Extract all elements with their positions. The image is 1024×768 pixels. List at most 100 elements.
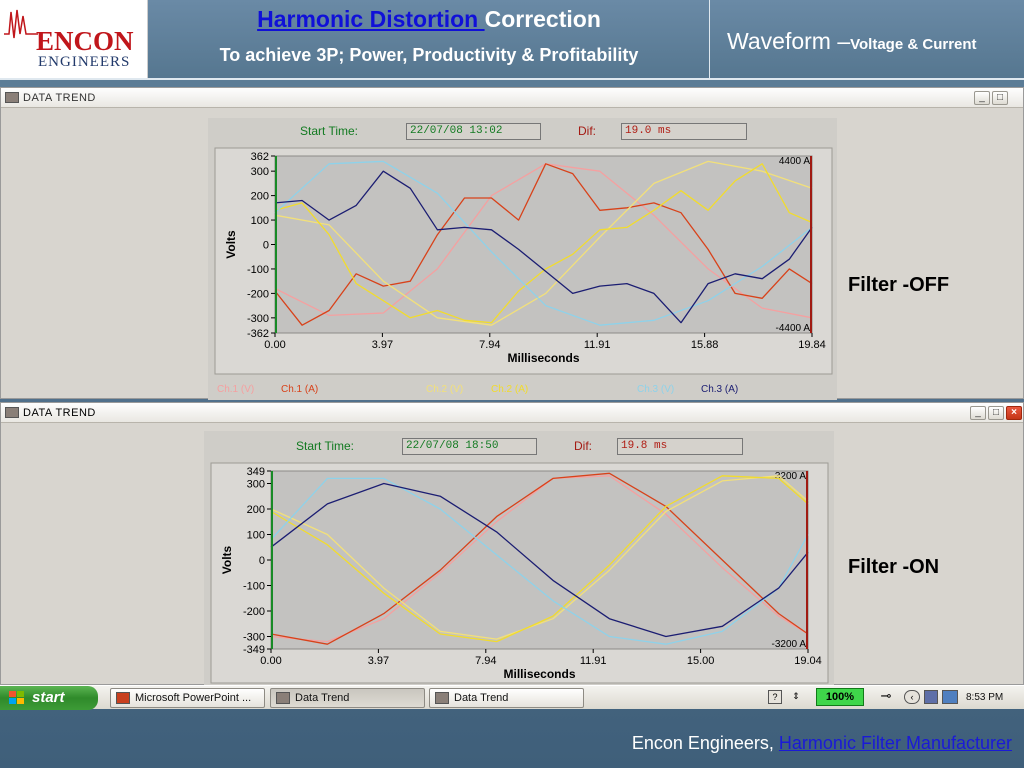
legend-entry: Ch.2 (A) bbox=[491, 384, 528, 395]
encon-logo: ENCON ENGINEERS bbox=[0, 0, 148, 78]
series-line-3 bbox=[270, 475, 809, 640]
x-tick-label: 7.94 bbox=[479, 339, 500, 351]
series-line-4 bbox=[270, 475, 809, 643]
start-time-label: Start Time: bbox=[300, 124, 359, 138]
start-time-label: Start Time: bbox=[296, 439, 355, 453]
maximize-button[interactable]: □ bbox=[992, 91, 1008, 105]
footer-text: Encon Engineers, bbox=[631, 733, 779, 753]
taskbar-item-data-trend-1[interactable]: Data Trend bbox=[270, 688, 425, 708]
x-tick-label: 19.04 bbox=[794, 655, 822, 667]
y-tick-label: -300 bbox=[243, 632, 265, 644]
y-tick-label: -300 bbox=[247, 313, 269, 325]
minimize-button[interactable]: _ bbox=[970, 406, 986, 420]
display-icon[interactable] bbox=[942, 690, 958, 704]
x-tick-label: 19.84 bbox=[798, 339, 826, 351]
x-tick-label: 11.91 bbox=[580, 655, 607, 667]
data-trend-window-1: DATA TREND _ □ Start Time: 22/07/08 13:0… bbox=[0, 87, 1024, 400]
y-tick-label: 100 bbox=[247, 529, 265, 541]
series-line-4 bbox=[274, 163, 813, 324]
power-plug-icon[interactable]: ⊸ bbox=[880, 688, 892, 703]
title-correction: Correction bbox=[484, 6, 601, 32]
plot-area bbox=[270, 470, 809, 650]
waveform-logo-icon bbox=[4, 9, 38, 39]
help-icon[interactable]: ? bbox=[768, 690, 782, 704]
taskbar-item-powerpoint[interactable]: Microsoft PowerPoint ... bbox=[110, 688, 265, 708]
y-tick-label: 362 bbox=[251, 151, 269, 163]
scroll-arrows-icon[interactable]: ⇕ bbox=[792, 691, 800, 701]
y-tick-label: -200 bbox=[243, 606, 265, 618]
data-trend-icon bbox=[276, 692, 290, 704]
minimize-button[interactable]: _ bbox=[974, 91, 990, 105]
data-trend-icon bbox=[5, 407, 19, 418]
window-title: DATA TREND bbox=[23, 407, 96, 419]
waveform-main: Waveform – bbox=[727, 28, 851, 54]
harmonic-filter-manufacturer-link[interactable]: Harmonic Filter Manufacturer bbox=[778, 733, 1012, 753]
data-trend-icon bbox=[5, 92, 19, 103]
logo-encon-text: ENCON bbox=[36, 26, 134, 56]
y-tick-label: -362 bbox=[247, 328, 269, 340]
current-max-label: 4400 A bbox=[779, 156, 810, 167]
back-arrow-icon[interactable]: ‹ bbox=[904, 690, 920, 704]
legend-entry: Ch.1 (V) bbox=[217, 384, 254, 395]
current-max-label: 3200 A bbox=[775, 471, 806, 482]
close-button[interactable]: × bbox=[1006, 406, 1022, 420]
harmonic-distortion-link[interactable]: Harmonic Distortion bbox=[257, 6, 485, 32]
maximize-button[interactable]: □ bbox=[988, 406, 1004, 420]
x-tick-label: 11.91 bbox=[584, 339, 611, 351]
waveform-sub: Voltage & Current bbox=[850, 36, 977, 53]
windows-logo-icon bbox=[9, 691, 24, 704]
x-tick-label: 3.97 bbox=[368, 655, 389, 667]
network-icon[interactable] bbox=[924, 690, 938, 704]
y-tick-label: -200 bbox=[247, 288, 269, 300]
zoom-indicator[interactable]: 100% bbox=[816, 688, 864, 706]
legend-entry: Ch.1 (A) bbox=[281, 384, 318, 395]
x-axis-label: Milliseconds bbox=[507, 351, 579, 365]
filter-off-label: Filter -OFF bbox=[848, 274, 950, 296]
y-tick-label: 0 bbox=[263, 240, 269, 252]
series-line-5 bbox=[270, 477, 809, 645]
series-line-2 bbox=[274, 163, 813, 326]
current-min-label: -4400 A bbox=[776, 323, 811, 334]
y-axis-label: Volts bbox=[224, 230, 238, 259]
y-tick-label: 349 bbox=[247, 466, 265, 478]
series-line-6 bbox=[274, 170, 813, 324]
start-button[interactable]: start bbox=[0, 686, 98, 710]
dif-field[interactable]: 19.0 ms bbox=[621, 123, 747, 140]
current-min-label: -3200 A bbox=[772, 639, 807, 650]
logo-engineers-text: ENGINEERS bbox=[38, 54, 131, 70]
y-tick-label: 100 bbox=[251, 215, 269, 227]
y-tick-label: 200 bbox=[251, 191, 269, 203]
system-tray: ? ⇕ 100% ⊸ ‹ 8:53 PM bbox=[760, 686, 1024, 710]
y-tick-label: -349 bbox=[243, 644, 265, 656]
window-title-bar[interactable]: DATA TREND _ □ × bbox=[1, 403, 1023, 423]
series-line-5 bbox=[274, 160, 813, 326]
title-block: Harmonic Distortion Correction To achiev… bbox=[150, 6, 708, 66]
taskbar-item-data-trend-2[interactable]: Data Trend bbox=[429, 688, 584, 708]
window-title: DATA TREND bbox=[23, 92, 96, 104]
legend-entry: Ch.3 (A) bbox=[701, 384, 738, 395]
dif-field[interactable]: 19.8 ms bbox=[617, 438, 743, 455]
taskbar: start Microsoft PowerPoint ... Data Tren… bbox=[0, 685, 1024, 710]
dif-label: Dif: bbox=[574, 439, 592, 453]
x-tick-label: 15.88 bbox=[691, 339, 719, 351]
x-tick-label: 15.00 bbox=[687, 655, 715, 667]
start-time-field[interactable]: 22/07/08 18:50 bbox=[402, 438, 537, 455]
y-tick-label: 200 bbox=[247, 504, 265, 516]
header-rule bbox=[0, 78, 1024, 80]
taskbar-item-label: Microsoft PowerPoint ... bbox=[135, 692, 252, 704]
powerpoint-icon bbox=[116, 692, 130, 704]
plot-area bbox=[274, 155, 813, 334]
legend-entry: Ch.2 (V) bbox=[426, 384, 463, 395]
y-axis-label: Volts bbox=[220, 545, 234, 574]
data-trend-icon bbox=[435, 692, 449, 704]
start-time-field[interactable]: 22/07/08 13:02 bbox=[406, 123, 541, 140]
legend-entry: Ch.3 (V) bbox=[637, 384, 674, 395]
y-tick-label: 300 bbox=[251, 166, 269, 178]
data-trend-window-2: DATA TREND _ □ × Start Time: 22/07/08 18… bbox=[0, 402, 1024, 686]
x-tick-label: 7.94 bbox=[475, 655, 496, 667]
x-axis-label: Milliseconds bbox=[503, 667, 575, 681]
page-title: Harmonic Distortion Correction bbox=[150, 6, 708, 33]
window-title-bar[interactable]: DATA TREND _ □ bbox=[1, 88, 1023, 108]
series-line-6 bbox=[270, 482, 809, 638]
